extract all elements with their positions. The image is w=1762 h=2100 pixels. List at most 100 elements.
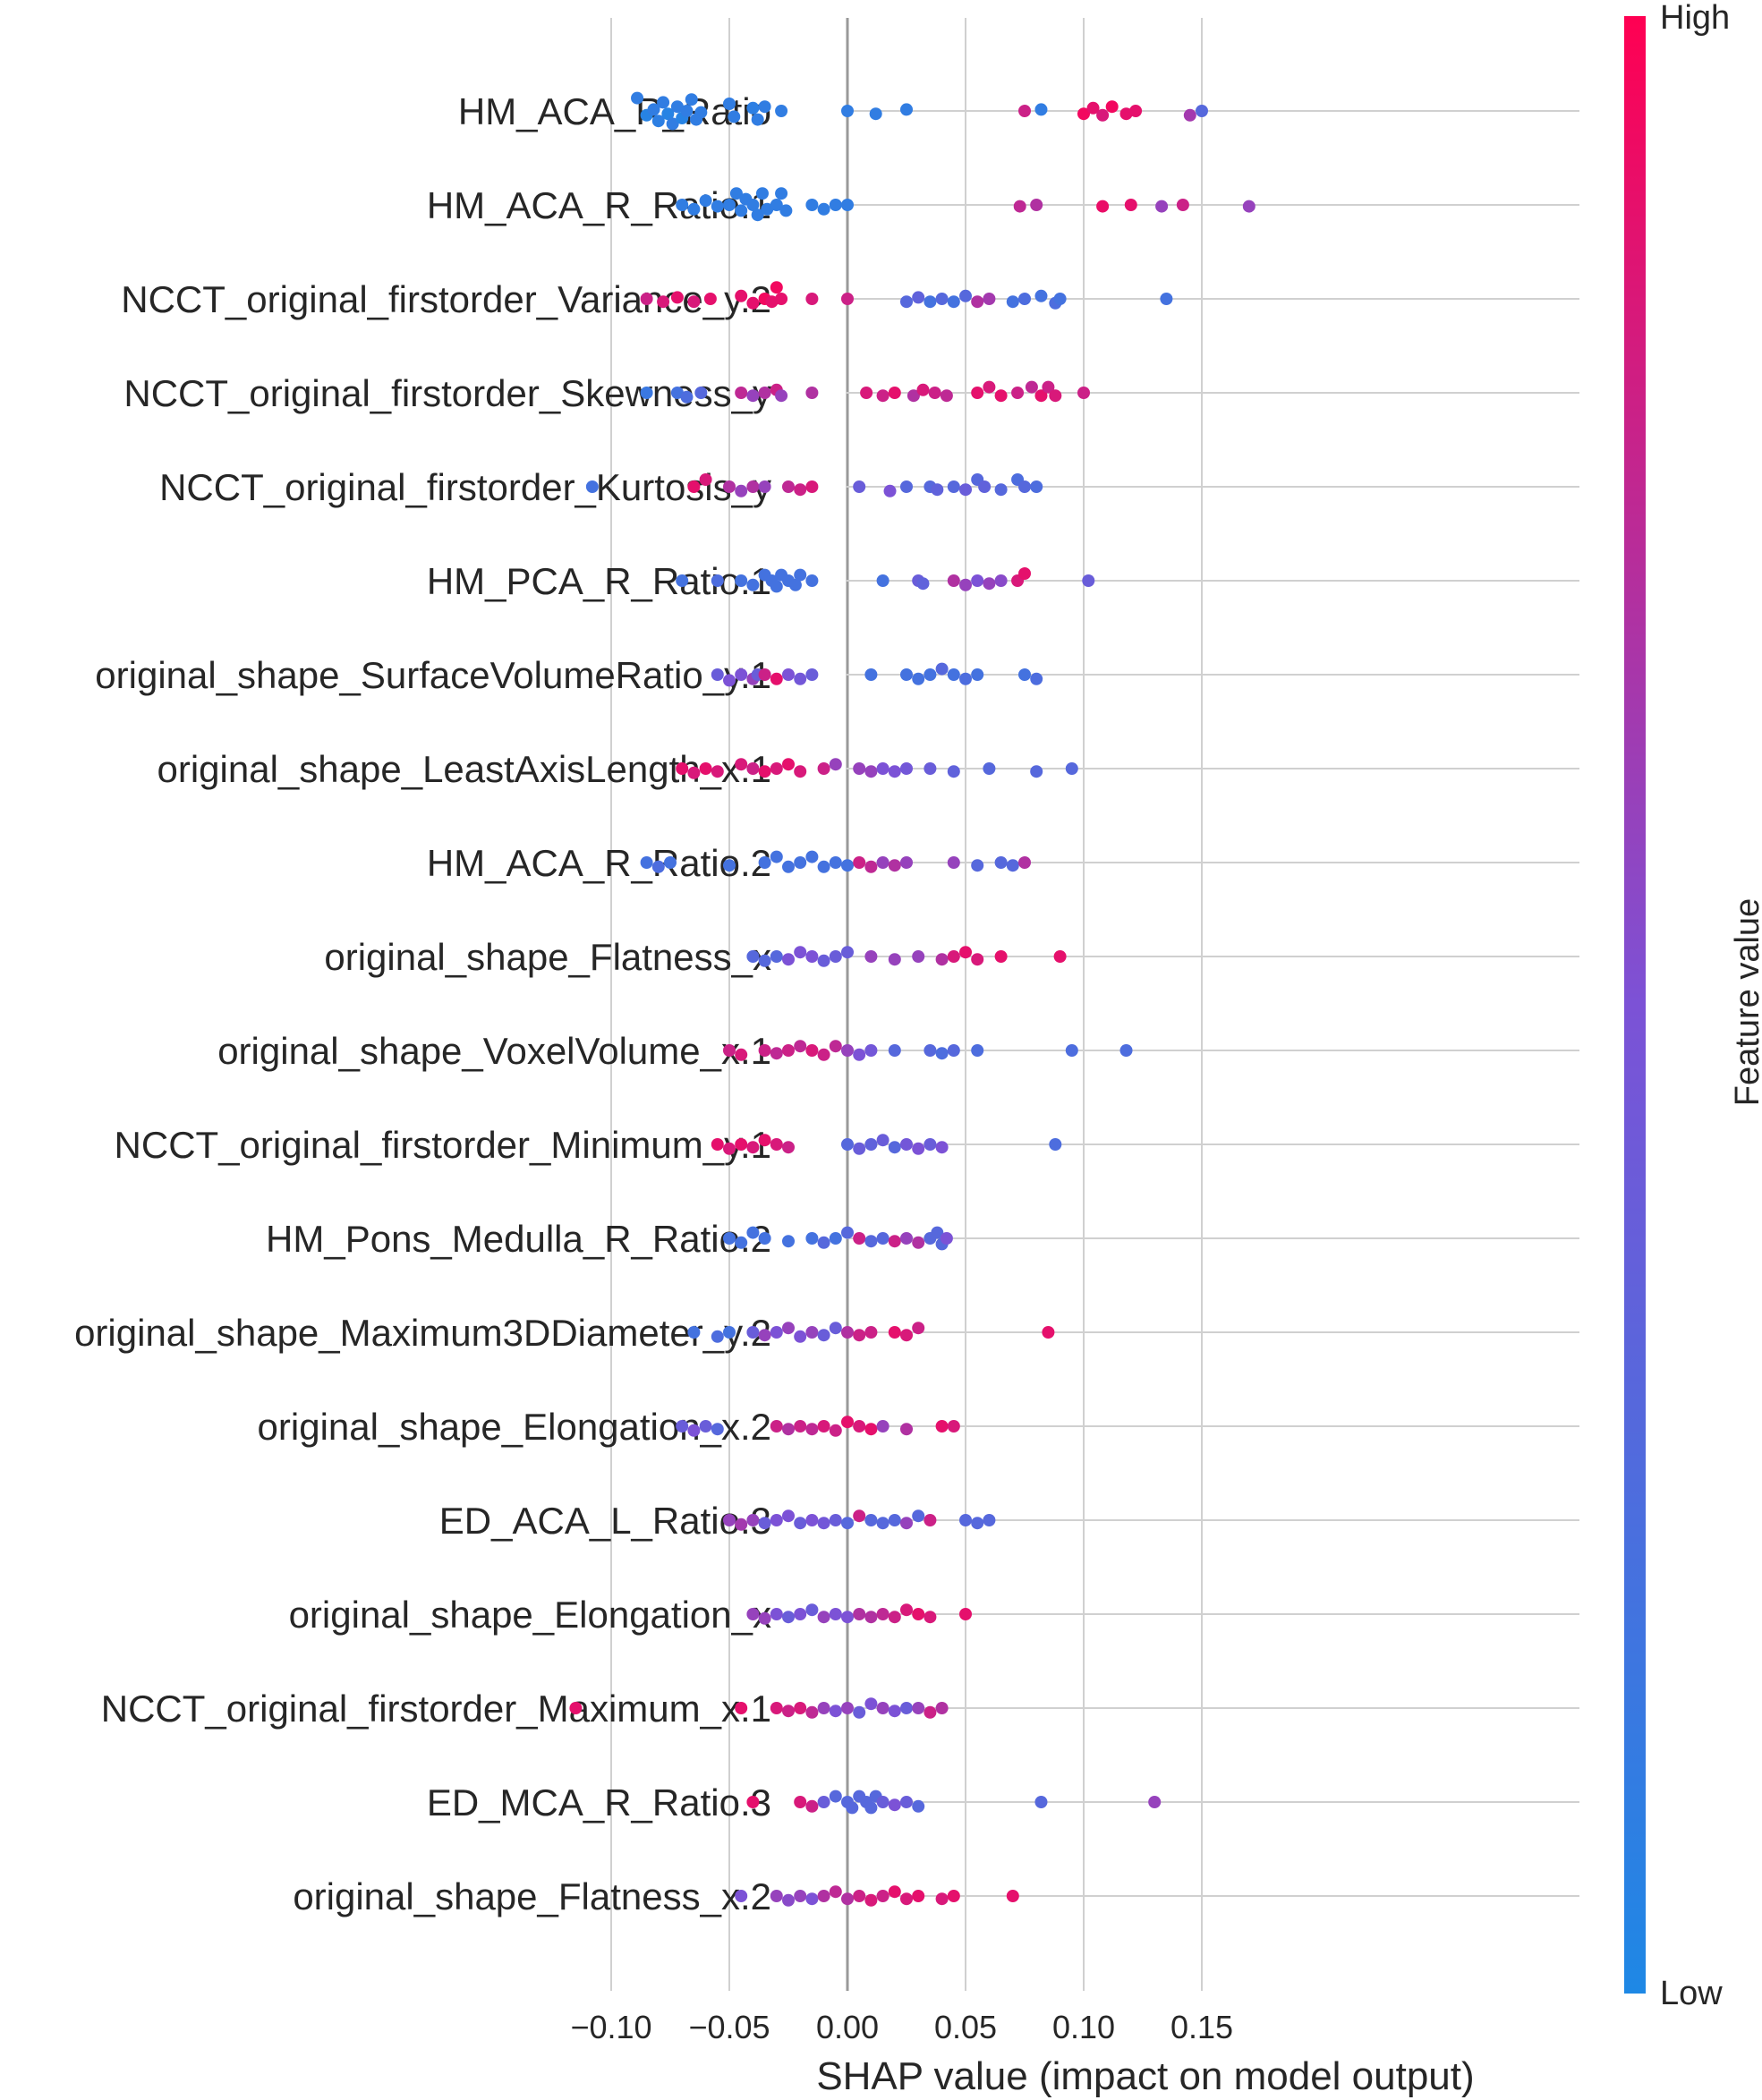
shap-point — [853, 856, 866, 869]
shap-point — [782, 953, 795, 966]
shap-point — [817, 1517, 830, 1530]
shap-point — [758, 387, 771, 399]
shap-point — [1077, 387, 1090, 399]
shap-point — [782, 480, 795, 493]
shap-point — [711, 1138, 724, 1151]
shap-point — [876, 1890, 890, 1902]
shap-point — [947, 856, 960, 869]
shap-point — [687, 480, 701, 493]
shap-point — [770, 1514, 783, 1526]
shap-point — [805, 950, 819, 963]
shap-point — [1065, 1044, 1078, 1057]
shap-point — [853, 1608, 866, 1620]
shap-point — [841, 1702, 854, 1714]
feature-label: ED_MCA_R_Ratio.3 — [427, 1781, 771, 1824]
shap-point — [585, 480, 599, 493]
shap-point — [676, 199, 689, 211]
shap-point — [994, 856, 1008, 869]
shap-point — [924, 1138, 937, 1151]
shap-point — [751, 208, 764, 222]
shap-point — [935, 1702, 949, 1714]
shap-point — [841, 1138, 854, 1151]
x-tick-label: 0.00 — [816, 2009, 879, 2045]
shap-point — [647, 103, 660, 116]
colorbar-gradient — [1624, 16, 1646, 1994]
shap-point — [1049, 1138, 1062, 1151]
shap-point — [853, 1509, 866, 1523]
shap-point — [853, 1420, 866, 1433]
shap-point — [676, 762, 689, 775]
shap-point — [1042, 380, 1055, 394]
shap-point — [1105, 100, 1119, 114]
feature-label: HM_ACA_R_Ratio — [458, 90, 771, 132]
shap-point — [794, 1517, 807, 1530]
shap-point — [971, 953, 984, 966]
shap-point — [758, 1611, 771, 1625]
shap-point — [770, 199, 783, 211]
shap-point — [699, 762, 712, 775]
shap-point — [640, 856, 653, 869]
shap-point — [935, 1141, 949, 1154]
shap-point — [924, 762, 937, 775]
shap-point — [723, 1142, 736, 1155]
shap-point — [694, 387, 708, 399]
shap-point — [703, 293, 717, 305]
shap-point — [846, 1801, 859, 1815]
shap-point — [788, 578, 802, 591]
shap-point — [1030, 480, 1043, 493]
shap-point — [931, 483, 944, 497]
shap-point — [869, 107, 882, 121]
shap-point — [794, 483, 807, 497]
shap-point — [876, 762, 890, 775]
data-points — [569, 91, 1256, 1907]
shap-point — [829, 1232, 842, 1245]
shap-point — [758, 856, 771, 869]
shap-point — [770, 762, 783, 775]
shap-point — [900, 1232, 913, 1245]
shap-point — [853, 762, 866, 775]
shap-point — [864, 1514, 878, 1526]
shap-point — [817, 1702, 830, 1714]
shap-point — [841, 105, 854, 117]
shap-point — [841, 1416, 854, 1429]
shap-point — [1119, 107, 1133, 121]
shap-point — [1034, 103, 1048, 116]
shap-point — [805, 850, 819, 863]
shap-point — [1053, 293, 1067, 305]
shap-point — [770, 1702, 783, 1714]
shap-point — [841, 1044, 854, 1057]
shap-point — [746, 1796, 760, 1808]
shap-point — [805, 668, 819, 681]
shap-point — [723, 1514, 736, 1526]
shap-point — [817, 1890, 830, 1902]
shap-point — [900, 295, 913, 309]
shap-point — [699, 194, 712, 208]
shap-point — [1119, 1044, 1133, 1057]
shap-point — [888, 1514, 901, 1526]
shap-point — [829, 199, 842, 211]
shap-point — [900, 668, 913, 681]
shap-point — [729, 187, 743, 200]
shap-point — [770, 1047, 783, 1060]
shap-point — [1242, 200, 1256, 213]
feature-label: original_shape_Elongation_x — [289, 1594, 771, 1636]
shap-point — [978, 480, 992, 493]
shap-point — [912, 291, 925, 304]
shap-point — [841, 1892, 854, 1906]
shap-point — [746, 1608, 760, 1620]
shap-point — [935, 1047, 949, 1060]
shap-point — [841, 199, 854, 211]
shap-point — [888, 1705, 901, 1718]
shap-point — [746, 950, 760, 963]
shap-point — [940, 389, 953, 403]
shap-point — [876, 1608, 890, 1620]
feature-label: original_shape_Flatness_x.2 — [293, 1875, 771, 1917]
feature-label: original_shape_Flatness_x — [324, 936, 771, 978]
shap-point — [711, 574, 724, 587]
shap-point — [694, 106, 708, 119]
shap-point — [794, 856, 807, 869]
shap-point — [994, 483, 1008, 497]
shap-point — [746, 199, 760, 211]
shap-point — [775, 293, 788, 305]
